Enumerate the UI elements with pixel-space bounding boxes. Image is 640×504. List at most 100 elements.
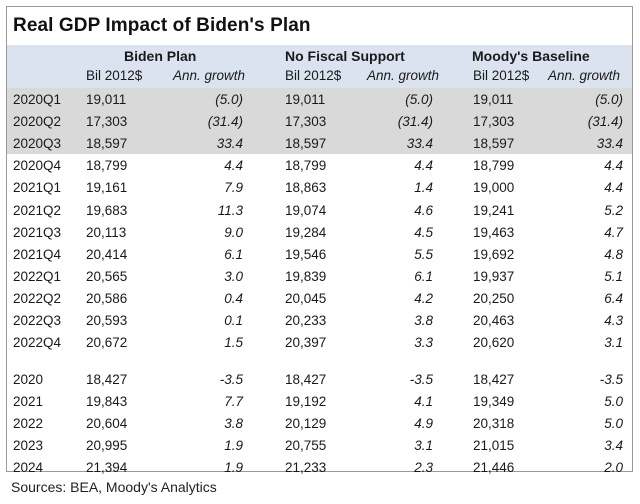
cell-nofiscal-level: 19,011 (285, 92, 326, 107)
cell-biden-growth: 6.1 (224, 247, 243, 262)
cell-baseline-level: 17,303 (473, 114, 515, 129)
cell-baseline-level: 21,446 (473, 460, 515, 475)
cell-biden-level: 20,593 (86, 313, 128, 328)
cell-biden-level: 20,586 (86, 291, 128, 306)
cell-nofiscal-growth: 5.5 (414, 247, 433, 262)
cell-baseline-growth: 3.4 (604, 438, 623, 453)
cell-nofiscal-growth: 3.3 (414, 335, 433, 350)
cell-nofiscal-level: 19,839 (285, 269, 327, 284)
cell-biden-level: 18,597 (86, 136, 128, 151)
cell-biden-level: 19,161 (86, 180, 128, 195)
cell-nofiscal-level: 19,192 (285, 394, 327, 409)
subheader-level-no-fiscal: Bil 2012$ (285, 68, 342, 83)
cell-nofiscal-level: 18,597 (285, 136, 327, 151)
cell-nofiscal-growth: -3.5 (409, 372, 433, 387)
cell-nofiscal-growth: 4.6 (414, 203, 433, 218)
cell-baseline-growth: 2.0 (604, 460, 623, 475)
table-title: Real GDP Impact of Biden's Plan (13, 15, 311, 36)
table-row: 2022Q1 20,565 3.0 19,839 6.1 19,937 5.1 (0, 266, 640, 288)
table-frame (6, 6, 633, 472)
subheader-growth-biden: Ann. growth (173, 68, 246, 83)
cell-biden-level: 18,799 (86, 158, 128, 173)
cell-biden-level: 19,683 (86, 203, 128, 218)
cell-biden-growth: 4.4 (224, 158, 243, 173)
cell-biden-growth: 1.9 (224, 438, 243, 453)
table-row: 2021Q1 19,161 7.9 18,863 1.4 19,000 4.4 (0, 177, 640, 199)
table-row: 2021Q3 20,113 9.0 19,284 4.5 19,463 4.7 (0, 222, 640, 244)
table-row: 2020Q3 18,597 33.4 18,597 33.4 18,597 33.4 (0, 133, 640, 155)
table-row: 2020Q4 18,799 4.4 18,799 4.4 18,799 4.4 (0, 155, 640, 177)
cell-baseline-growth: (5.0) (595, 92, 623, 107)
cell-biden-growth: 0.1 (224, 313, 243, 328)
cell-nofiscal-level: 20,397 (285, 335, 327, 350)
group-header-biden: Biden Plan (124, 48, 197, 64)
cell-baseline-growth: 5.2 (604, 203, 623, 218)
cell-biden-level: 19,843 (86, 394, 128, 409)
cell-biden-growth: 3.0 (224, 269, 243, 284)
cell-nofiscal-level: 19,284 (285, 225, 327, 240)
cell-period: 2021Q1 (13, 180, 62, 195)
cell-baseline-level: 19,000 (473, 180, 515, 195)
cell-nofiscal-growth: 4.9 (414, 416, 433, 431)
cell-period: 2022Q2 (13, 291, 62, 306)
cell-baseline-level: 19,349 (473, 394, 515, 409)
cell-biden-level: 21,394 (86, 460, 128, 475)
cell-baseline-level: 18,597 (473, 136, 515, 151)
cell-nofiscal-level: 20,233 (285, 313, 327, 328)
cell-baseline-level: 20,250 (473, 291, 515, 306)
cell-nofiscal-level: 20,045 (285, 291, 327, 306)
cell-baseline-level: 19,463 (473, 225, 515, 240)
cell-biden-growth: (5.0) (215, 92, 243, 107)
cell-nofiscal-growth: 2.3 (414, 460, 433, 475)
subheader-growth-no-fiscal: Ann. growth (367, 68, 440, 83)
table-row: 2022Q2 20,586 0.4 20,045 4.2 20,250 6.4 (0, 288, 640, 310)
table-row: 2022Q4 20,672 1.5 20,397 3.3 20,620 3.1 (0, 332, 640, 354)
table-row: 2022Q3 20,593 0.1 20,233 3.8 20,463 4.3 (0, 310, 640, 332)
cell-period: 2022Q1 (13, 269, 62, 284)
cell-nofiscal-level: 20,129 (285, 416, 327, 431)
cell-nofiscal-growth: 4.1 (414, 394, 433, 409)
cell-nofiscal-level: 19,074 (285, 203, 327, 218)
cell-baseline-growth: 4.4 (604, 158, 623, 173)
cell-biden-growth: 1.9 (224, 460, 243, 475)
header-band (7, 45, 632, 88)
cell-biden-growth: 9.0 (224, 225, 243, 240)
cell-period: 2021Q4 (13, 247, 62, 262)
cell-period: 2020 (13, 372, 44, 387)
cell-baseline-growth: -3.5 (599, 372, 623, 387)
cell-nofiscal-growth: 1.4 (414, 180, 433, 195)
cell-baseline-level: 20,463 (473, 313, 515, 328)
cell-period: 2024 (13, 460, 44, 475)
cell-baseline-growth: 5.1 (604, 269, 623, 284)
cell-baseline-growth: 3.1 (604, 335, 623, 350)
cell-nofiscal-growth: 4.4 (414, 158, 433, 173)
cell-baseline-level: 21,015 (473, 438, 515, 453)
cell-nofiscal-level: 18,799 (285, 158, 327, 173)
cell-biden-level: 20,995 (86, 438, 128, 453)
cell-biden-level: 20,672 (86, 335, 128, 350)
cell-period: 2020Q2 (13, 114, 62, 129)
cell-nofiscal-level: 18,863 (285, 180, 327, 195)
cell-period: 2022Q4 (13, 335, 62, 350)
cell-biden-growth: -3.5 (219, 372, 243, 387)
cell-baseline-growth: 33.4 (596, 136, 623, 151)
subheader-level-biden: Bil 2012$ (86, 68, 143, 83)
cell-period: 2021 (13, 394, 44, 409)
cell-baseline-level: 19,241 (473, 203, 515, 218)
cell-nofiscal-growth: (31.4) (397, 114, 433, 129)
table-row: 2020Q2 17,303 (31.4) 17,303 (31.4) 17,303 (31.… (0, 111, 640, 133)
cell-period: 2020Q4 (13, 158, 62, 173)
source-note: Sources: BEA, Moody's Analytics (11, 479, 217, 495)
cell-biden-growth: 7.9 (224, 180, 243, 195)
cell-biden-level: 20,604 (86, 416, 128, 431)
table-row: 2023 20,995 1.9 20,755 3.1 21,015 3.4 (0, 435, 640, 457)
cell-baseline-growth: 4.4 (604, 180, 623, 195)
cell-nofiscal-level: 20,755 (285, 438, 327, 453)
cell-period: 2021Q2 (13, 203, 62, 218)
subheader-growth-baseline: Ann. growth (548, 68, 621, 83)
cell-nofiscal-growth: 33.4 (406, 136, 433, 151)
cell-nofiscal-growth: 4.5 (414, 225, 433, 240)
cell-biden-growth: 3.8 (224, 416, 243, 431)
cell-period: 2022Q3 (13, 313, 62, 328)
cell-biden-growth: 1.5 (224, 335, 243, 350)
